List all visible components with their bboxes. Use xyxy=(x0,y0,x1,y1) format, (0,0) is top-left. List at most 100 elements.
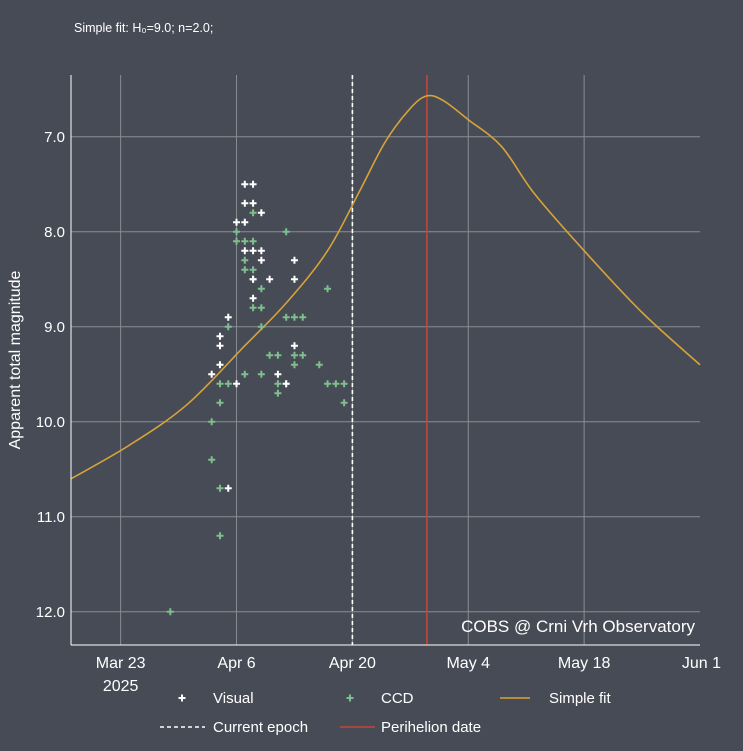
visual-point xyxy=(233,380,241,388)
ccd-point xyxy=(340,399,348,407)
legend-label: Perihelion date xyxy=(381,719,481,736)
visual-point xyxy=(249,180,257,188)
ccd-point xyxy=(274,389,282,397)
visual-point xyxy=(249,294,257,302)
visual-point xyxy=(266,275,274,283)
ccd-points xyxy=(166,209,348,616)
x-tick-label: Jun 1 xyxy=(682,655,721,672)
legend-item-current-epoch[interactable]: Current epoch xyxy=(160,719,308,736)
visual-point xyxy=(241,247,249,255)
ccd-point xyxy=(224,380,232,388)
visual-point xyxy=(290,275,298,283)
legend-label: Current epoch xyxy=(213,719,308,736)
visual-point xyxy=(216,361,224,369)
fit-curve xyxy=(70,94,701,480)
ccd-point xyxy=(257,323,265,331)
ccd-point xyxy=(224,323,232,331)
ccd-point xyxy=(257,285,265,293)
visual-point xyxy=(241,180,249,188)
legend-label: Simple fit xyxy=(549,690,612,707)
ccd-point xyxy=(257,304,265,312)
ccd-point xyxy=(290,361,298,369)
credit-label: COBS @ Crni Vrh Observatory xyxy=(461,617,695,636)
reference-lines xyxy=(351,75,428,645)
visual-point xyxy=(233,218,241,226)
ccd-point xyxy=(208,456,216,464)
fit-curve-layer xyxy=(70,94,701,480)
visual-point xyxy=(224,313,232,321)
legend-label: CCD xyxy=(381,690,414,707)
y-tick-label: 7.0 xyxy=(44,129,65,146)
y-tick-label: 10.0 xyxy=(36,414,65,431)
ccd-point xyxy=(233,228,241,236)
ccd-point xyxy=(299,313,307,321)
ccd-point xyxy=(249,237,257,245)
ccd-point xyxy=(216,532,224,540)
ccd-point xyxy=(241,266,249,274)
ccd-point xyxy=(249,304,257,312)
ccd-point xyxy=(216,399,224,407)
visual-point xyxy=(257,256,265,264)
ccd-point xyxy=(249,209,257,217)
legend-item-perihelion-date[interactable]: Perihelion date xyxy=(340,719,481,736)
ccd-point xyxy=(315,361,323,369)
visual-point xyxy=(257,247,265,255)
visual-point xyxy=(282,380,290,388)
chart-subtitle: Simple fit: H₀=9.0; n=2.0; xyxy=(74,21,213,35)
ccd-point xyxy=(249,266,257,274)
grid xyxy=(71,75,700,645)
visual-point xyxy=(257,209,265,217)
ccd-point xyxy=(216,380,224,388)
ccd-point xyxy=(299,351,307,359)
visual-point xyxy=(249,199,257,207)
legend-item-visual[interactable]: Visual xyxy=(178,690,254,707)
ccd-point xyxy=(266,351,274,359)
ccd-point xyxy=(324,380,332,388)
ccd-point xyxy=(241,256,249,264)
legend[interactable]: Visual CCD Simple fit Current epoch Periheli… xyxy=(160,690,612,736)
ccd-point xyxy=(340,380,348,388)
visual-point xyxy=(224,484,232,492)
y-tick-label: 9.0 xyxy=(44,319,65,336)
x-tick-label: May 4 xyxy=(446,655,490,672)
ccd-point xyxy=(208,418,216,426)
y-tick-label: 12.0 xyxy=(36,604,65,621)
ccd-point xyxy=(216,484,224,492)
x-tick-label: May 18 xyxy=(558,655,611,672)
visual-point xyxy=(216,342,224,350)
visual-point xyxy=(274,370,282,378)
y-tick-label: 8.0 xyxy=(44,224,65,241)
legend-visual-symbol xyxy=(178,694,186,702)
ccd-point xyxy=(166,608,174,616)
visual-point xyxy=(241,199,249,207)
ccd-point xyxy=(290,351,298,359)
ccd-point xyxy=(332,380,340,388)
ccd-point xyxy=(274,351,282,359)
visual-point xyxy=(249,275,257,283)
x-tick-label: Apr 6 xyxy=(217,655,255,672)
legend-label: Visual xyxy=(213,690,254,707)
visual-point xyxy=(290,256,298,264)
x-tick-label: Apr 20 xyxy=(329,655,376,672)
visual-points xyxy=(208,180,298,492)
legend-item-simple-fit[interactable]: Simple fit xyxy=(500,690,612,707)
x-tick-label: Mar 23 xyxy=(96,655,146,672)
y-axis-label: Apparent total magnitude xyxy=(7,271,24,450)
axes: 7.0 8.0 9.0 10.0 11.0 12.0 Mar 23 2025 Apr 6 Apr … xyxy=(36,75,721,695)
visual-point xyxy=(241,218,249,226)
ccd-point xyxy=(324,285,332,293)
visual-point xyxy=(208,370,216,378)
y-tick-label: 11.0 xyxy=(37,509,65,526)
visual-point xyxy=(249,247,257,255)
legend-ccd-symbol xyxy=(346,694,354,702)
ccd-point xyxy=(241,237,249,245)
ccd-point xyxy=(290,313,298,321)
ccd-point xyxy=(282,228,290,236)
visual-point xyxy=(216,332,224,340)
ccd-point xyxy=(233,237,241,245)
visual-point xyxy=(290,342,298,350)
legend-item-ccd[interactable]: CCD xyxy=(346,690,414,707)
ccd-point xyxy=(257,370,265,378)
